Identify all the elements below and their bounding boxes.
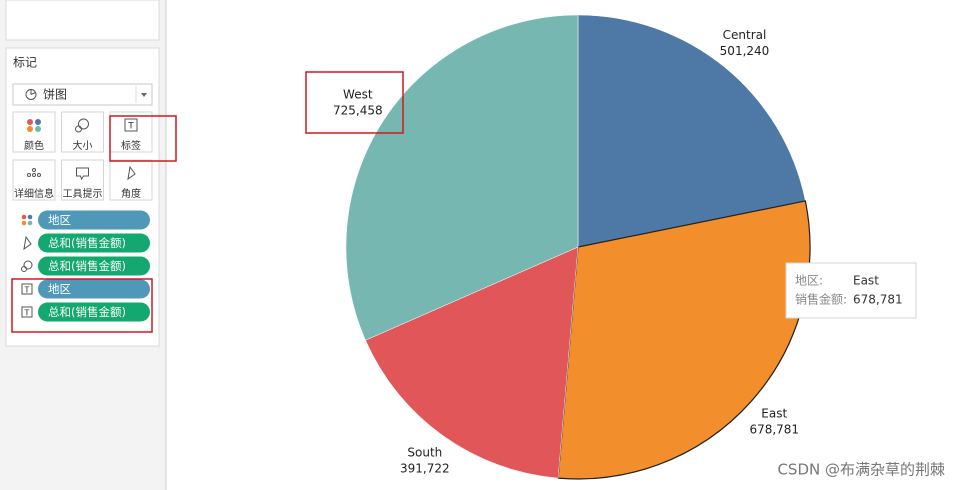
slice-category-label: South (407, 445, 442, 459)
mark-type-label: 饼图 (43, 88, 67, 102)
label-icon-t: T (127, 122, 134, 132)
label-icon (124, 118, 138, 132)
tooltip: 地区: East 销售金额: 678,781 (785, 262, 917, 319)
pie-slice (365, 246, 579, 479)
pill-icon (21, 283, 33, 295)
pill[interactable] (38, 302, 150, 322)
mark-button-label: 颜色 (24, 139, 44, 152)
watermark: CSDN @布满杂草的荆棘 (777, 461, 945, 479)
tooltip-key: 销售金额: (795, 292, 847, 307)
pill-label: 总和(销售金额) (48, 259, 126, 273)
pill-icon (21, 306, 33, 318)
top-card (5, 0, 160, 41)
pill-icon (27, 220, 33, 226)
detail-icon (32, 168, 36, 172)
size-icon (78, 118, 89, 130)
tooltip-key: 地区: (795, 274, 823, 288)
pie-slice (557, 200, 811, 480)
pill-label: 总和(销售金额) (48, 305, 126, 319)
pill-icon-t: T (24, 286, 30, 295)
size-icon (75, 125, 82, 133)
tooltip-value: East (853, 274, 879, 288)
color-icon (35, 126, 41, 132)
pill-label: 地区 (48, 282, 71, 296)
highlight-box (305, 71, 404, 134)
tooltip-value: 678,781 (853, 293, 903, 307)
mark-button[interactable] (12, 111, 56, 153)
dropdown-arrow (141, 93, 147, 97)
pill-icon-t: T (24, 309, 30, 318)
pill[interactable] (38, 210, 150, 230)
mark-button-label: 大小 (73, 139, 93, 152)
detail-icon (37, 173, 41, 177)
pill-icon (21, 220, 27, 226)
pill-icon (23, 235, 32, 251)
pill[interactable] (38, 233, 150, 253)
color-icon (35, 119, 41, 125)
tooltip-box (785, 262, 917, 319)
pill-icon (23, 260, 33, 270)
detail-icon (27, 173, 31, 177)
pill-icon (21, 266, 27, 272)
slice-value-label: 725,458 (333, 104, 383, 118)
color-icon (27, 119, 33, 125)
pill-icon (21, 214, 27, 220)
mark-button-label: 标签 (121, 139, 141, 152)
pie-icon-lines (30, 89, 36, 95)
color-icon (27, 126, 33, 132)
marks-title: 标记 (13, 56, 37, 70)
pill-icon (27, 214, 33, 220)
slice-value-label: 391,722 (400, 461, 450, 475)
tooltip-icon (76, 167, 89, 181)
pill[interactable] (38, 279, 150, 299)
highlight-box (109, 115, 177, 162)
pie-chart: Central 501,240 East 678,781 South 391,722 Wes… (333, 14, 811, 480)
angle-icon (127, 165, 136, 181)
mark-button[interactable] (12, 159, 56, 201)
slice-category-label: West (343, 88, 373, 102)
pie-slice (577, 14, 806, 248)
pill-label: 总和(销售金额) (48, 236, 126, 250)
highlight-box (11, 278, 153, 333)
slice-category-label: East (761, 407, 787, 421)
mark-button-label: 详细信息 (14, 187, 54, 200)
slice-value-label: 501,240 (720, 44, 770, 58)
slice-value-label: 678,781 (749, 423, 799, 437)
detail-icon (32, 173, 36, 177)
pie-slice (345, 14, 579, 341)
mark-button-label: 角度 (121, 187, 141, 200)
mark-button[interactable] (109, 159, 153, 201)
mark-type-dropdown[interactable] (12, 83, 153, 106)
pill[interactable] (38, 256, 150, 276)
mark-button-label: 工具提示 (63, 188, 103, 200)
slice-category-label: Central (723, 28, 767, 42)
mark-button[interactable] (61, 159, 104, 201)
pill-label: 地区 (48, 213, 71, 227)
